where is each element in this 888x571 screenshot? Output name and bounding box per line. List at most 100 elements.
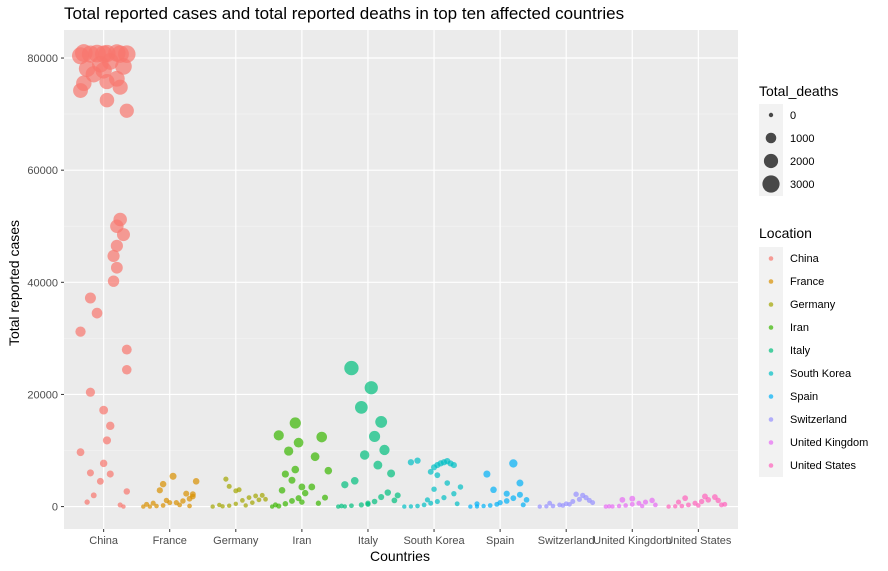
color-legend-dot (768, 394, 774, 399)
data-point-united-states (675, 499, 682, 505)
color-legend-label: Italy (790, 345, 811, 357)
data-point-iran (295, 495, 302, 502)
data-point-france (163, 497, 170, 504)
y-tick-label: 80000 (27, 53, 58, 65)
data-point-spain (503, 498, 510, 504)
data-point-united-kingdom (610, 504, 615, 509)
data-point-china (90, 492, 97, 499)
axes: 0 20000 40000 60000 80000 China France Germany I… (27, 53, 731, 547)
size-legend-label-3: 3000 (790, 179, 814, 191)
data-point-china (119, 103, 134, 118)
data-point-switzerland (547, 500, 553, 506)
data-point-china (91, 307, 103, 319)
color-legend-label: United States (790, 460, 857, 472)
data-point-spain (516, 491, 523, 498)
data-point-france (156, 487, 163, 494)
data-point-italy (369, 430, 381, 443)
data-point-france (154, 503, 159, 509)
data-point-france (160, 503, 166, 508)
data-point-united-states (698, 498, 705, 505)
data-point-germany (217, 502, 222, 508)
data-point-germany (259, 492, 265, 498)
data-point-spain (510, 495, 517, 502)
data-point-iran (316, 431, 328, 443)
data-point-iran (282, 501, 289, 507)
data-point-united-kingdom (636, 500, 642, 506)
data-point-italy (349, 503, 354, 509)
data-point-south-korea (450, 462, 457, 469)
size-legend-label-0: 0 (790, 110, 796, 122)
data-point-united-kingdom (649, 497, 655, 504)
data-point-china (111, 45, 129, 63)
data-point-china (84, 499, 90, 505)
data-point-france (159, 480, 167, 488)
data-point-germany (246, 495, 252, 501)
data-point-spain (487, 503, 493, 508)
plot-panel (64, 30, 738, 529)
data-point-iran (278, 486, 286, 494)
data-point-italy (379, 444, 390, 456)
data-point-italy (359, 450, 370, 460)
y-tick-label: 40000 (27, 277, 58, 289)
data-point-united-kingdom (619, 496, 626, 503)
data-point-united-states (686, 502, 691, 508)
data-point-italy (394, 492, 401, 499)
data-point-iran (289, 417, 301, 429)
color-legend-dot (768, 302, 774, 307)
color-legend-items: China France Germany Iran Italy South Korea Sp… (759, 247, 868, 477)
y-tick-label: 0 (52, 502, 58, 514)
data-point-united-states (715, 497, 721, 504)
data-point-china (106, 470, 114, 478)
y-tick-label: 60000 (27, 165, 58, 177)
data-point-italy (358, 502, 364, 508)
data-point-france (169, 472, 177, 480)
data-point-iran (308, 483, 316, 491)
y-tick-label: 20000 (27, 389, 58, 401)
data-point-united-kingdom (606, 504, 612, 509)
data-point-china (117, 502, 123, 508)
data-point-china (110, 239, 123, 252)
x-tick-label: Italy (358, 535, 379, 547)
data-point-germany (233, 501, 239, 506)
data-point-china (121, 344, 132, 355)
data-point-germany (256, 497, 262, 503)
color-legend: Location China France Germany Iran Italy Sout… (759, 225, 868, 477)
data-point-united-kingdom (603, 504, 609, 509)
color-legend-label: Iran (790, 322, 809, 334)
data-point-china (96, 477, 104, 485)
data-point-united-kingdom (629, 501, 635, 507)
color-legend-label: United Kingdom (790, 437, 868, 449)
data-point-united-states (679, 503, 685, 509)
data-point-spain (468, 504, 473, 509)
data-point-italy (371, 498, 378, 505)
data-point-china (121, 364, 132, 375)
size-legend-label-1: 1000 (790, 133, 814, 145)
data-point-iran (301, 489, 309, 497)
color-legend-dot (768, 417, 774, 422)
data-point-china (108, 70, 125, 87)
data-point-germany (250, 500, 255, 505)
data-point-south-korea (402, 504, 407, 509)
color-legend-dot (768, 256, 774, 261)
data-point-china (102, 436, 112, 445)
x-tick-label: United States (665, 535, 732, 547)
data-point-france (189, 493, 196, 500)
data-point-spain (481, 503, 486, 509)
data-point-spain (497, 499, 503, 506)
data-point-south-korea (434, 472, 441, 479)
color-legend-label: South Korea (790, 368, 852, 380)
x-tick-label: South Korea (403, 535, 465, 547)
data-point-china (99, 92, 115, 108)
data-point-iran (293, 437, 304, 448)
data-point-china (106, 421, 115, 431)
data-point-iran (281, 470, 289, 478)
data-point-south-korea (441, 494, 447, 501)
data-point-germany (240, 498, 245, 503)
data-point-united-kingdom (629, 495, 636, 502)
data-point-china (113, 212, 127, 227)
data-point-china (78, 60, 96, 77)
data-point-iran (288, 476, 296, 484)
data-point-south-korea (457, 484, 464, 490)
data-point-france (144, 501, 150, 507)
